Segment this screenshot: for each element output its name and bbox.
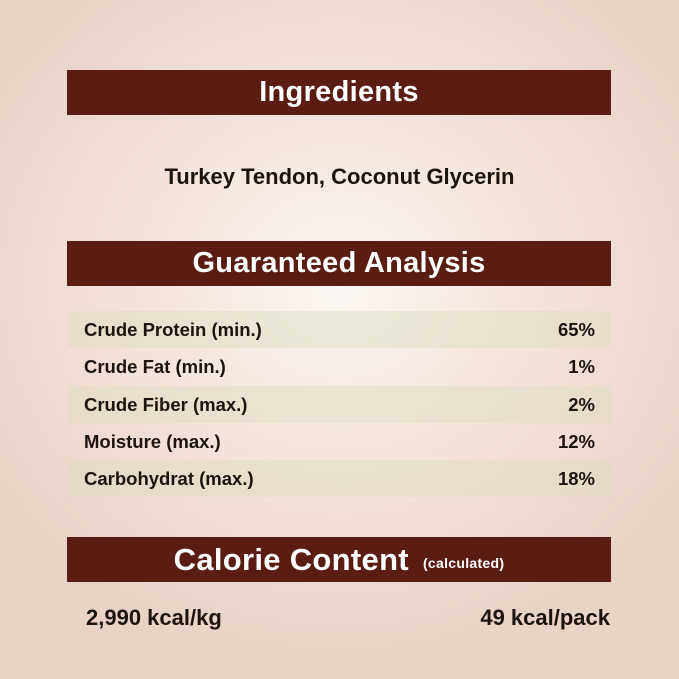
calorie-header: Calorie Content (calculated): [67, 537, 611, 582]
ingredients-title: Ingredients: [259, 76, 419, 108]
row-value: 1%: [568, 355, 595, 377]
analysis-row: Crude Fat (min.) 1%: [68, 348, 611, 385]
row-label: Crude Fiber (max.): [84, 393, 248, 415]
analysis-row: Moisture (max.) 12%: [68, 423, 611, 460]
ingredients-header: Ingredients: [67, 70, 611, 115]
calorie-per-pack: 49 kcal/pack: [480, 605, 610, 630]
analysis-header: Guaranteed Analysis: [67, 241, 611, 286]
calorie-title: Calorie Content: [173, 541, 409, 577]
analysis-row: Carbohydrat (max.) 18%: [68, 460, 611, 497]
ingredients-text: Turkey Tendon, Coconut Glycerin: [164, 164, 515, 189]
row-value: 18%: [557, 467, 595, 489]
row-label: Carbohydrat (max.): [84, 467, 254, 489]
calorie-per-kg: 2,990 kcal/kg: [86, 605, 222, 630]
row-label: Crude Protein (min.): [84, 318, 262, 340]
analysis-title: Guaranteed Analysis: [192, 247, 486, 279]
row-label: Moisture (max.): [84, 430, 221, 452]
row-value: 65%: [557, 318, 595, 340]
row-value: 12%: [557, 430, 595, 452]
analysis-row: Crude Fiber (max.) 2%: [68, 386, 611, 423]
calorie-subtitle: (calculated): [422, 554, 505, 571]
row-value: 2%: [568, 393, 595, 415]
analysis-row: Crude Protein (min.) 65%: [68, 311, 611, 348]
row-label: Crude Fat (min.): [84, 355, 226, 377]
